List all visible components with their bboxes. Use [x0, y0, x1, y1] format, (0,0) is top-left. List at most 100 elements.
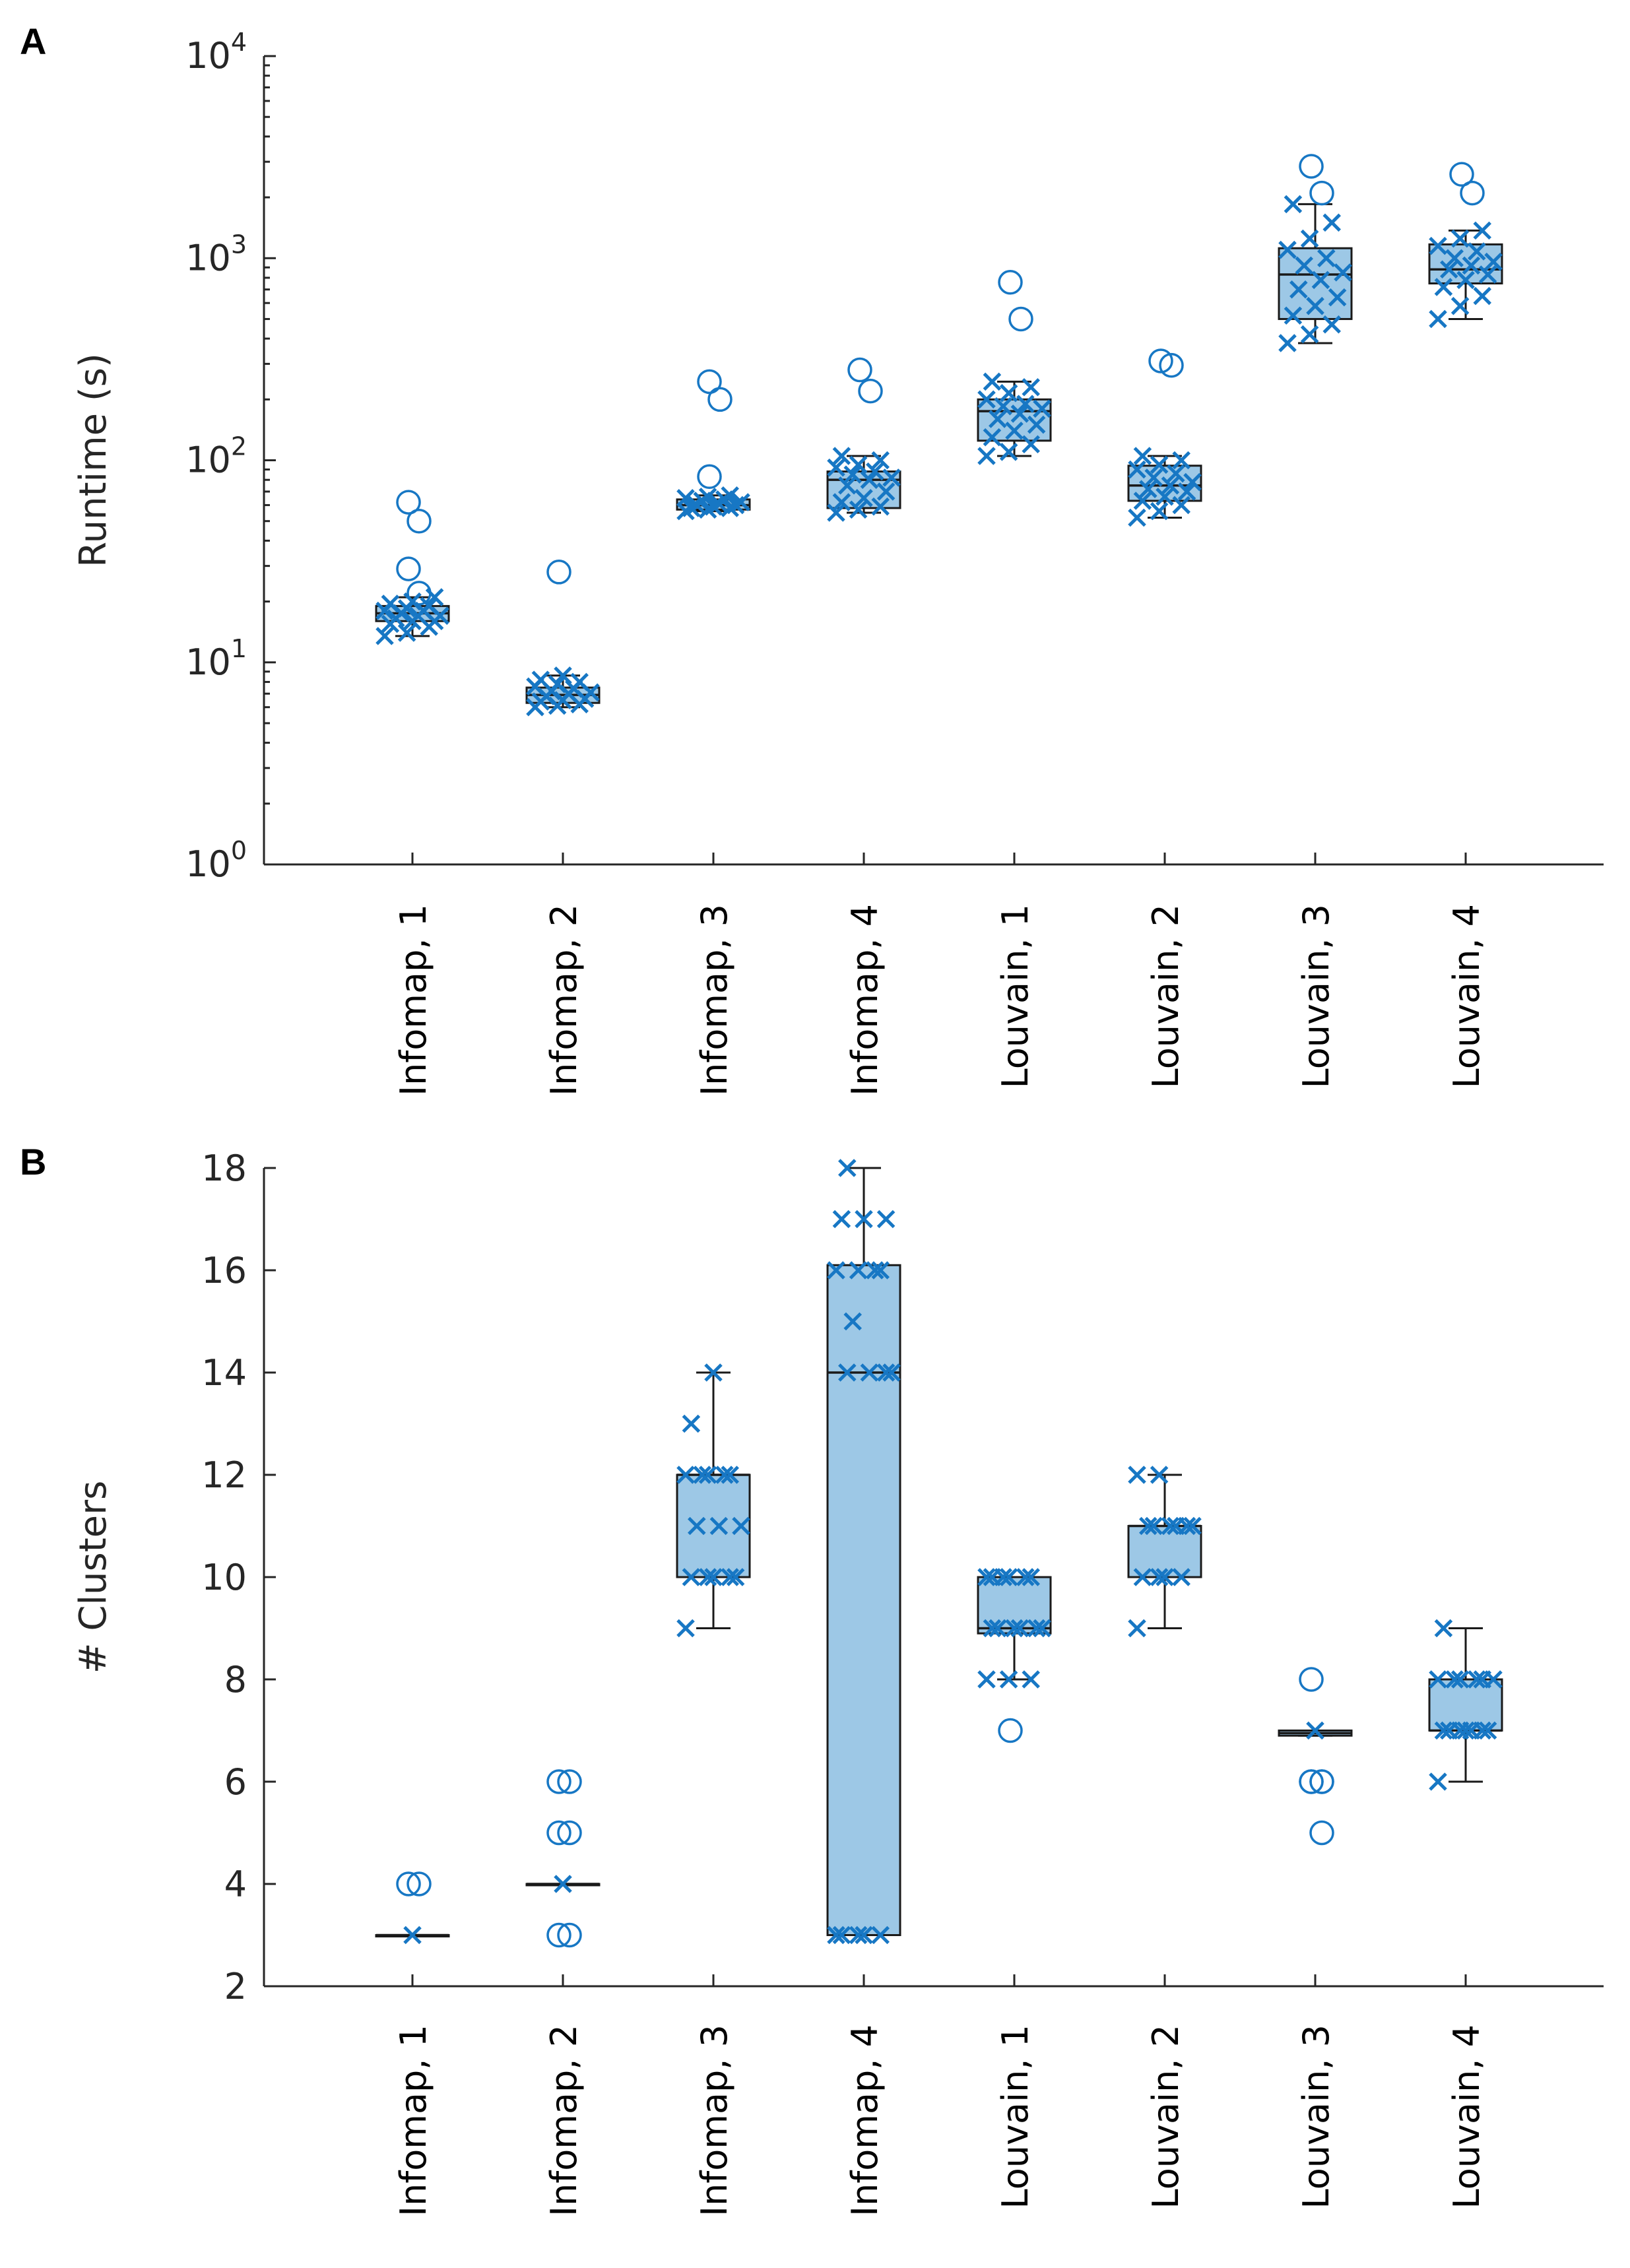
data-point-stroke [977, 447, 996, 465]
data-point-stroke [866, 462, 884, 481]
data-point [1172, 1568, 1190, 1586]
data-point [882, 469, 901, 487]
data-point [381, 595, 400, 613]
data-point-stroke [849, 1261, 868, 1280]
data-point-stroke [977, 1670, 996, 1689]
data-point-stroke [1183, 1516, 1202, 1536]
outlier-point [396, 1871, 421, 1896]
data-point [1172, 496, 1190, 515]
data-point-stroke [721, 1568, 739, 1586]
outlier-point [557, 1820, 582, 1846]
data-point [1456, 1721, 1475, 1740]
data-point-stroke [1311, 271, 1330, 290]
data-point-stroke [704, 1363, 723, 1382]
data-point [983, 1619, 1002, 1638]
data-point-stroke [827, 1261, 845, 1280]
data-point-stroke [983, 1568, 1002, 1586]
data-point-stroke [1005, 421, 1024, 440]
y-tick-label: 103 [185, 230, 247, 278]
data-point-stroke [1016, 1568, 1035, 1586]
data-point-stroke [581, 683, 600, 702]
outlier-point [546, 560, 571, 585]
data-point [721, 486, 739, 505]
data-point [1295, 256, 1313, 275]
data-point-stroke [1478, 265, 1497, 284]
y-tick-base: 10 [185, 237, 231, 278]
data-point-stroke [1016, 395, 1035, 413]
data-point [397, 624, 416, 642]
x-tick-label: Infomap, 3 [694, 904, 735, 1096]
data-point [1473, 286, 1491, 306]
data-point [1139, 480, 1157, 498]
data-point-stroke [1456, 1721, 1475, 1740]
data-point [704, 1363, 723, 1382]
data-point [715, 1466, 734, 1484]
outlier-point [557, 1922, 582, 1948]
outlier-point [1309, 1769, 1334, 1794]
data-point [1306, 1721, 1324, 1740]
data-point-stroke [843, 1312, 862, 1331]
data-point [1033, 1619, 1051, 1638]
data-point [682, 1414, 701, 1433]
data-point-stroke [1473, 221, 1491, 240]
data-point [1022, 377, 1040, 397]
data-point [999, 1670, 1018, 1689]
data-point-stroke [1462, 256, 1481, 275]
data-point-stroke [1473, 1670, 1491, 1689]
data-point-stroke [715, 1466, 734, 1484]
data-point-stroke [882, 469, 901, 487]
data-point [1128, 1619, 1146, 1638]
data-point-stroke [832, 1210, 851, 1229]
data-point [855, 1926, 873, 1945]
data-point-stroke [1317, 249, 1336, 268]
data-point [1150, 502, 1169, 521]
data-point [1016, 395, 1035, 413]
data-point-stroke [676, 1466, 695, 1484]
outlier-point [1299, 1769, 1324, 1794]
data-point-stroke [1473, 286, 1491, 306]
data-point-stroke [732, 493, 750, 511]
data-point-stroke [832, 447, 851, 465]
outlier-point [1460, 180, 1485, 206]
data-point [989, 1619, 1007, 1638]
data-point [1434, 1619, 1453, 1638]
data-point [827, 458, 845, 477]
data-point-stroke [688, 1516, 706, 1536]
data-point-stroke [838, 476, 857, 495]
data-point [698, 1466, 717, 1484]
data-point [1434, 278, 1453, 296]
data-point-stroke [1005, 1619, 1024, 1638]
data-point-stroke [866, 1261, 884, 1280]
data-point-stroke [989, 1619, 1007, 1638]
y-tick-label: 2 [224, 1966, 247, 2007]
data-point-stroke [570, 672, 589, 692]
outlier-point [407, 1871, 432, 1896]
data-point-stroke [855, 1926, 873, 1945]
data-point-stroke [827, 503, 845, 522]
x-tick-label: Louvain, 4 [1446, 2025, 1487, 2209]
data-point [1156, 487, 1174, 506]
data-point-stroke [989, 410, 1007, 428]
data-point-stroke [1150, 1568, 1169, 1586]
data-point-stroke [999, 1568, 1018, 1586]
data-point [832, 1926, 851, 1945]
y-tick-label: 16 [201, 1250, 247, 1291]
data-point-stroke [1328, 288, 1347, 307]
data-point-stroke [832, 1926, 851, 1945]
data-point [1278, 334, 1297, 352]
data-point-stroke [994, 397, 1012, 416]
data-point-stroke [1128, 460, 1146, 479]
data-point-stroke [554, 666, 572, 685]
data-point-stroke [1144, 469, 1163, 487]
data-point-stroke [1429, 1772, 1447, 1791]
data-point [1133, 447, 1152, 465]
y-tick-label: 104 [185, 28, 247, 77]
data-point [1429, 1772, 1447, 1791]
data-point-stroke [698, 487, 717, 506]
data-point [709, 1516, 729, 1536]
data-point [876, 1210, 896, 1229]
data-point [1010, 405, 1029, 423]
data-point [999, 383, 1018, 403]
